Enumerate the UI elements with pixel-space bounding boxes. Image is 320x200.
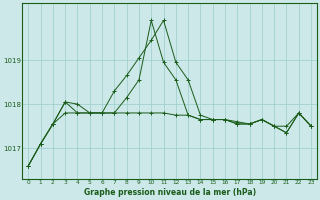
X-axis label: Graphe pression niveau de la mer (hPa): Graphe pression niveau de la mer (hPa) bbox=[84, 188, 256, 197]
